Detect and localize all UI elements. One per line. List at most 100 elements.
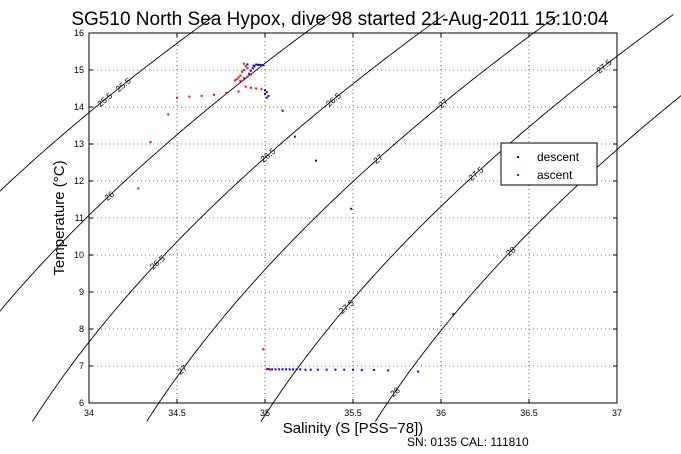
descent-point: [299, 368, 302, 371]
descent-point: [293, 135, 296, 138]
descent-point: [249, 69, 252, 72]
ascent-point: [242, 69, 245, 71]
descent-point: [274, 368, 277, 371]
descent-point: [252, 64, 255, 67]
descent-point: [265, 96, 268, 99]
descent-point: [309, 368, 312, 371]
ascent-legend-label: ascent: [537, 168, 573, 182]
descent-point: [304, 368, 307, 371]
sigma-contour-28: [374, 95, 681, 422]
y-tick-label: 7: [79, 361, 84, 371]
y-tick-label: 16: [74, 28, 84, 38]
ascent-point: [188, 95, 191, 98]
ascent-point: [246, 67, 249, 70]
descent-point: [350, 207, 353, 210]
y-tick-label: 14: [74, 102, 84, 112]
y-tick-label: 6: [79, 398, 84, 408]
ascent-point: [265, 367, 268, 370]
x-tick-labels: 34 34.5 35 35.5 36 36.5 37: [84, 408, 622, 418]
legend: descent ascent: [500, 142, 598, 186]
ascent-point: [242, 62, 245, 65]
descent-point: [255, 63, 258, 66]
ascent-point: [260, 88, 263, 91]
ascent-point: [167, 113, 170, 116]
x-tick-label: 36.5: [520, 408, 538, 418]
legend-box: [500, 142, 598, 186]
y-tick-label: 9: [79, 287, 84, 297]
ascent-point: [262, 348, 265, 351]
descent-point: [295, 368, 298, 371]
ascent-point: [269, 368, 272, 371]
descent-point: [260, 64, 263, 67]
ascent-point: [235, 78, 238, 81]
chart-title: SG510 North Sea Hypox, dive 98 started 2…: [71, 9, 609, 30]
descent-point: [373, 369, 376, 372]
y-tick-label: 13: [74, 139, 84, 149]
descent-point: [281, 368, 284, 371]
ascent-point: [237, 76, 240, 79]
ascent-point: [249, 73, 252, 76]
y-tick-labels: 6 7 8 9 10 11 12 13 14 15 16: [74, 28, 84, 408]
y-tick-label: 8: [79, 324, 84, 334]
ascent-point: [149, 141, 152, 144]
descent-point: [334, 368, 337, 371]
y-tick-label: 11: [75, 213, 84, 223]
data-points: [137, 62, 455, 373]
ascent-point: [246, 75, 249, 78]
ascent-legend-marker: [517, 174, 519, 176]
descent-point: [256, 63, 259, 66]
descent-point: [316, 368, 319, 371]
ascent-point: [241, 70, 244, 73]
descent-point: [452, 313, 455, 316]
ascent-point: [239, 74, 242, 77]
sigma-contour-27.5: [260, 14, 674, 422]
descent-point: [267, 94, 270, 97]
x-tick-label: 34.5: [168, 408, 186, 418]
x-tick-label: 35.5: [344, 408, 362, 418]
y-tick-label: 15: [74, 65, 84, 75]
descent-legend-label: descent: [537, 150, 580, 164]
sigma-contour-25.5: [0, 14, 217, 192]
ascent-point: [200, 94, 203, 97]
descent-point: [265, 91, 268, 94]
x-tick-label: 36: [436, 408, 446, 418]
descent-point: [251, 67, 254, 70]
descent-point: [264, 89, 266, 92]
ascent-point: [225, 91, 228, 94]
descent-legend-marker: [517, 156, 519, 158]
ascent-point: [255, 87, 258, 90]
y-tick-label: 12: [74, 176, 84, 186]
descent-point: [343, 368, 346, 371]
descent-point: [315, 159, 318, 162]
y-axis-label: Temperature (°C): [51, 160, 68, 275]
descent-point: [246, 63, 249, 66]
ascent-point: [242, 77, 245, 80]
descent-point: [278, 368, 281, 371]
ascent-point: [176, 96, 178, 99]
descent-point: [264, 93, 266, 96]
x-axis-label: Salinity (S [PSS−78]): [283, 420, 423, 437]
descent-point: [387, 369, 390, 372]
sigma-contour-26: [0, 14, 331, 312]
ascent-point: [244, 65, 247, 68]
y-tick-label: 10: [74, 250, 84, 260]
serial-calibration-note: SN: 0135 CAL: 111810: [407, 435, 529, 449]
ascent-point: [249, 86, 252, 89]
sigma-contour-26.5: [32, 14, 446, 422]
axes: [88, 32, 618, 404]
sigma-contour-27: [146, 14, 560, 422]
descent-point: [288, 368, 291, 371]
descent-point: [267, 367, 270, 370]
descent-point: [360, 369, 363, 372]
ascent-point: [244, 85, 247, 88]
ascent-point: [234, 79, 237, 82]
descent-point: [352, 368, 354, 371]
x-tick-label: 35: [260, 408, 270, 418]
ascent-point: [237, 90, 240, 93]
descent-point: [258, 63, 261, 66]
ascent-point: [239, 80, 242, 83]
grid-lines: [88, 32, 618, 404]
descent-point: [248, 72, 251, 75]
descent-point: [285, 368, 288, 371]
